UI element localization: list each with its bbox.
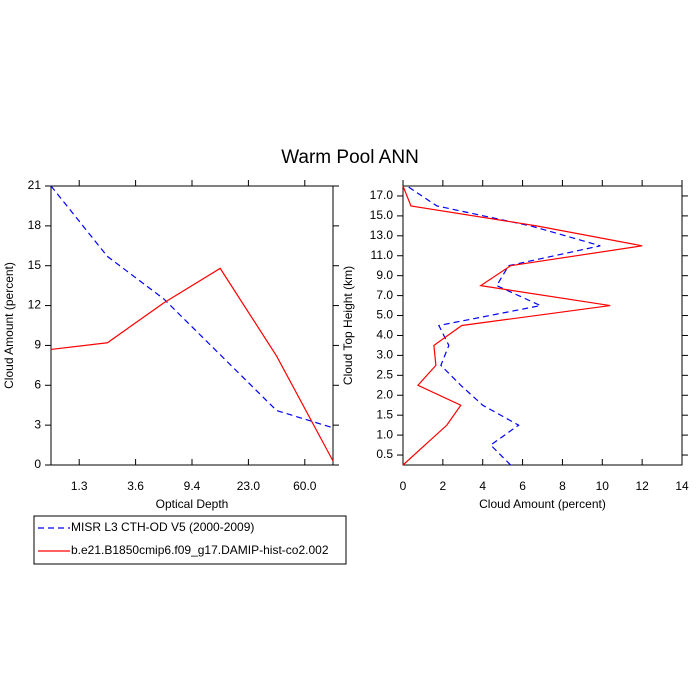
x-tick-label: 6 <box>519 479 526 493</box>
x-tick-label: 9.4 <box>184 479 201 493</box>
x-tick-label: 2 <box>440 479 447 493</box>
y-tick-label: 15.0 <box>370 208 394 222</box>
series-line <box>402 185 643 466</box>
y-tick-label: 0 <box>34 457 41 471</box>
x-tick-label: 10 <box>596 479 610 493</box>
y-tick-label: 17.0 <box>370 188 394 202</box>
y-tick-label: 6 <box>34 377 41 391</box>
x-tick-label: 3.6 <box>127 479 144 493</box>
x-tick-label: 4 <box>479 479 486 493</box>
plot-frame <box>402 185 683 466</box>
legend-label: b.e21.B1850cmip6.f09_g17.DAMIP-hist-co2.… <box>71 543 329 557</box>
y-tick-label: 13.0 <box>370 228 394 242</box>
series-line <box>50 267 334 462</box>
x-tick-label: 14 <box>675 479 689 493</box>
y-tick-label: 21 <box>28 178 42 192</box>
x-tick-label: 12 <box>635 479 649 493</box>
y-tick-label: 2.0 <box>376 387 393 401</box>
y-tick-label: 12 <box>28 298 42 312</box>
y-tick-label: 15 <box>28 258 42 272</box>
series-line <box>406 185 601 466</box>
x-tick-label: 23.0 <box>237 479 261 493</box>
legend-box <box>33 515 347 565</box>
y-tick-label: 3 <box>34 417 41 431</box>
x-tick-label: 1.3 <box>71 479 88 493</box>
y-tick-label: 11.0 <box>371 248 394 262</box>
plot-frame <box>50 185 334 466</box>
y-axis-label: Cloud Top Height (km) <box>341 266 355 385</box>
legend-label: MISR L3 CTH-OD V5 (2000-2009) <box>71 520 254 534</box>
y-tick-label: 7.0 <box>376 288 393 302</box>
x-axis-label: Optical Depth <box>156 497 229 511</box>
y-tick-label: 4.0 <box>376 328 393 342</box>
x-tick-label: 60.0 <box>293 479 317 493</box>
y-tick-label: 3.0 <box>376 348 393 362</box>
y-axis-label: Cloud Amount (percent) <box>2 262 16 389</box>
y-tick-label: 1.5 <box>376 407 393 421</box>
chart-title: Warm Pool ANN <box>281 147 419 168</box>
x-tick-label: 0 <box>400 479 407 493</box>
series-line <box>50 185 334 429</box>
y-tick-label: 1.0 <box>376 427 393 441</box>
x-axis-label: Cloud Amount (percent) <box>479 497 606 511</box>
y-tick-label: 9.0 <box>376 268 393 282</box>
y-tick-label: 2.5 <box>376 367 393 381</box>
x-tick-label: 8 <box>559 479 566 493</box>
y-tick-label: 18 <box>28 218 42 232</box>
y-tick-label: 0.5 <box>376 447 393 461</box>
y-tick-label: 9 <box>34 338 41 352</box>
y-tick-label: 5.0 <box>376 308 393 322</box>
